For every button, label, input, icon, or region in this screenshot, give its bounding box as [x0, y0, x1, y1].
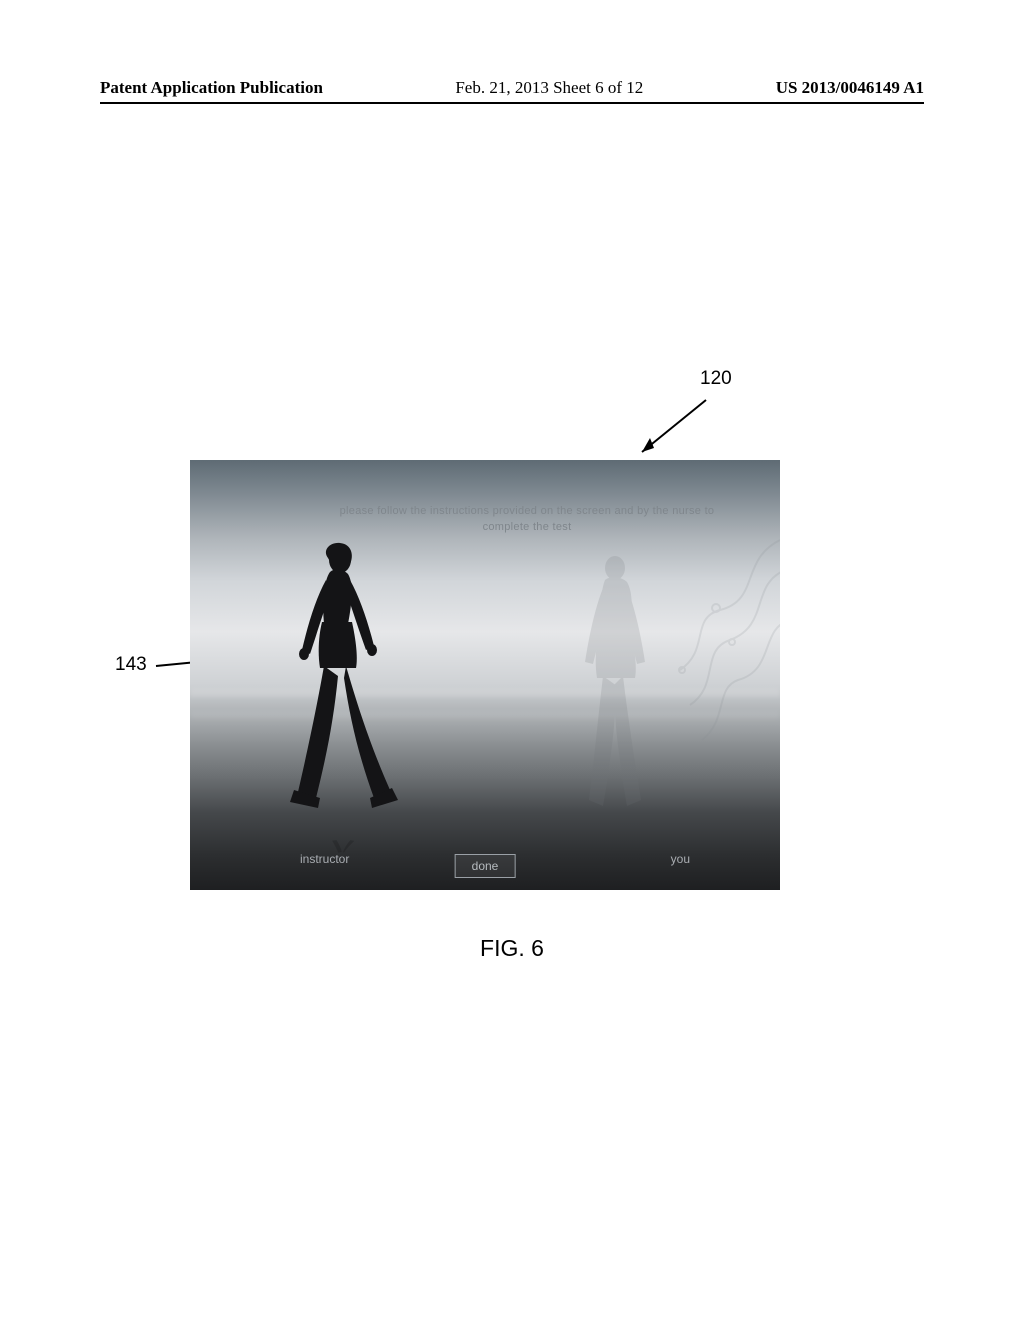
- header-rule: [100, 102, 924, 104]
- reference-number-143: 143: [115, 654, 147, 676]
- patent-page: Patent Application Publication Feb. 21, …: [0, 0, 1024, 1320]
- instructor-label: instructor: [300, 852, 349, 866]
- header-pub-number: US 2013/0046149 A1: [776, 78, 924, 98]
- screenshot-panel: please follow the instructions provided …: [190, 460, 780, 890]
- reference-number-120: 120: [700, 368, 732, 390]
- header-publication: Patent Application Publication: [100, 78, 323, 98]
- you-label: you: [671, 852, 690, 866]
- instructor-silhouette: [268, 540, 418, 830]
- leader-arrow-120: [628, 394, 718, 464]
- header-date-sheet: Feb. 21, 2013 Sheet 6 of 12: [455, 78, 643, 98]
- page-header: Patent Application Publication Feb. 21, …: [0, 78, 1024, 98]
- done-button[interactable]: done: [455, 854, 516, 878]
- you-silhouette: [557, 550, 672, 830]
- figure-caption: FIG. 6: [480, 935, 544, 962]
